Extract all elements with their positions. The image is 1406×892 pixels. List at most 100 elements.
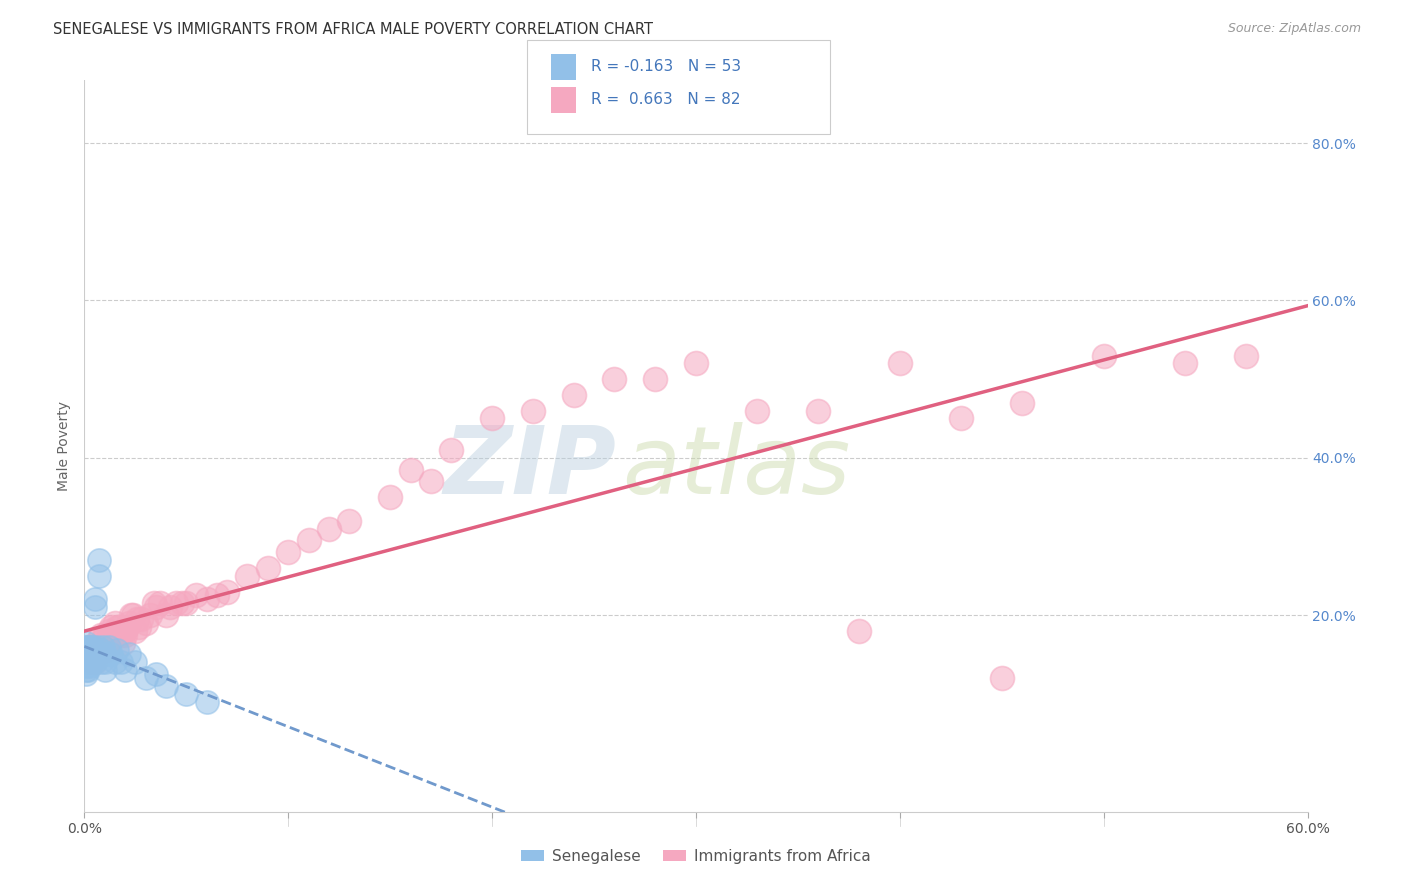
Point — [82, 643, 104, 657]
Point — [135, 671, 157, 685]
Point — [118, 615, 141, 630]
Point — [82, 643, 104, 657]
Point — [83, 600, 105, 615]
Point — [138, 608, 160, 623]
Point — [104, 628, 127, 642]
Point — [991, 671, 1014, 685]
Point — [77, 655, 100, 669]
Point — [90, 628, 112, 642]
Point — [127, 612, 149, 626]
Point — [82, 655, 104, 669]
Point — [86, 651, 108, 665]
Point — [131, 612, 153, 626]
Point — [83, 648, 105, 662]
Point — [100, 648, 122, 662]
Point — [889, 356, 911, 370]
Point — [96, 643, 118, 657]
Text: R =  0.663   N = 82: R = 0.663 N = 82 — [591, 93, 740, 107]
Point — [110, 628, 132, 642]
Text: ZIP: ZIP — [443, 422, 616, 514]
Point — [77, 651, 100, 665]
Point — [97, 624, 120, 638]
Point — [90, 643, 112, 657]
Point — [97, 640, 120, 654]
Point — [100, 620, 122, 634]
Point — [110, 655, 132, 669]
Point — [105, 620, 128, 634]
Point — [195, 592, 218, 607]
Point — [115, 620, 138, 634]
Point — [1236, 349, 1258, 363]
Point — [75, 648, 97, 662]
Point — [91, 640, 114, 654]
Point — [90, 655, 112, 669]
Point — [685, 356, 707, 370]
Point — [87, 553, 110, 567]
Point — [112, 635, 135, 649]
Point — [257, 561, 280, 575]
Point — [79, 655, 101, 669]
Point — [79, 640, 101, 654]
Point — [75, 663, 97, 677]
Point — [848, 624, 870, 638]
Point — [174, 596, 197, 610]
Point — [114, 628, 136, 642]
Point — [86, 640, 108, 654]
Point — [145, 600, 167, 615]
Point — [195, 695, 218, 709]
Point — [79, 648, 101, 662]
Point — [100, 632, 122, 646]
Point — [124, 655, 146, 669]
Point — [172, 596, 194, 610]
Point — [114, 663, 136, 677]
Point — [79, 651, 101, 665]
Point — [481, 411, 503, 425]
Point — [1174, 356, 1197, 370]
Point — [118, 648, 141, 662]
Point — [77, 651, 100, 665]
Point — [149, 596, 172, 610]
Point — [104, 655, 127, 669]
Point — [86, 643, 108, 657]
Point — [82, 651, 104, 665]
Text: R = -0.163   N = 53: R = -0.163 N = 53 — [591, 60, 741, 74]
Point — [128, 620, 150, 634]
Point — [440, 442, 463, 457]
Point — [79, 640, 101, 654]
Point — [142, 596, 165, 610]
Point — [75, 640, 97, 654]
Point — [83, 655, 105, 669]
Point — [93, 655, 115, 669]
Point — [83, 640, 105, 654]
Point — [807, 403, 830, 417]
Point — [950, 411, 973, 425]
Y-axis label: Male Poverty: Male Poverty — [58, 401, 72, 491]
Point — [75, 635, 97, 649]
Point — [75, 655, 97, 669]
Point — [93, 663, 115, 677]
Point — [77, 640, 100, 654]
Point — [82, 640, 104, 654]
Point — [155, 608, 177, 623]
Point — [77, 648, 100, 662]
Point — [318, 522, 340, 536]
Text: Source: ZipAtlas.com: Source: ZipAtlas.com — [1227, 22, 1361, 36]
Point — [90, 643, 112, 657]
Point — [91, 640, 114, 654]
Point — [75, 643, 97, 657]
Point — [399, 462, 422, 476]
Point — [236, 568, 259, 582]
Point — [124, 624, 146, 638]
Point — [155, 679, 177, 693]
Point — [75, 667, 97, 681]
Point — [205, 589, 228, 603]
Point — [298, 533, 321, 548]
Point — [1092, 349, 1115, 363]
Point — [93, 648, 115, 662]
Point — [77, 663, 100, 677]
Point — [83, 655, 105, 669]
Point — [186, 589, 208, 603]
Text: SENEGALESE VS IMMIGRANTS FROM AFRICA MALE POVERTY CORRELATION CHART: SENEGALESE VS IMMIGRANTS FROM AFRICA MAL… — [53, 22, 654, 37]
Point — [522, 403, 544, 417]
Point — [165, 596, 187, 610]
